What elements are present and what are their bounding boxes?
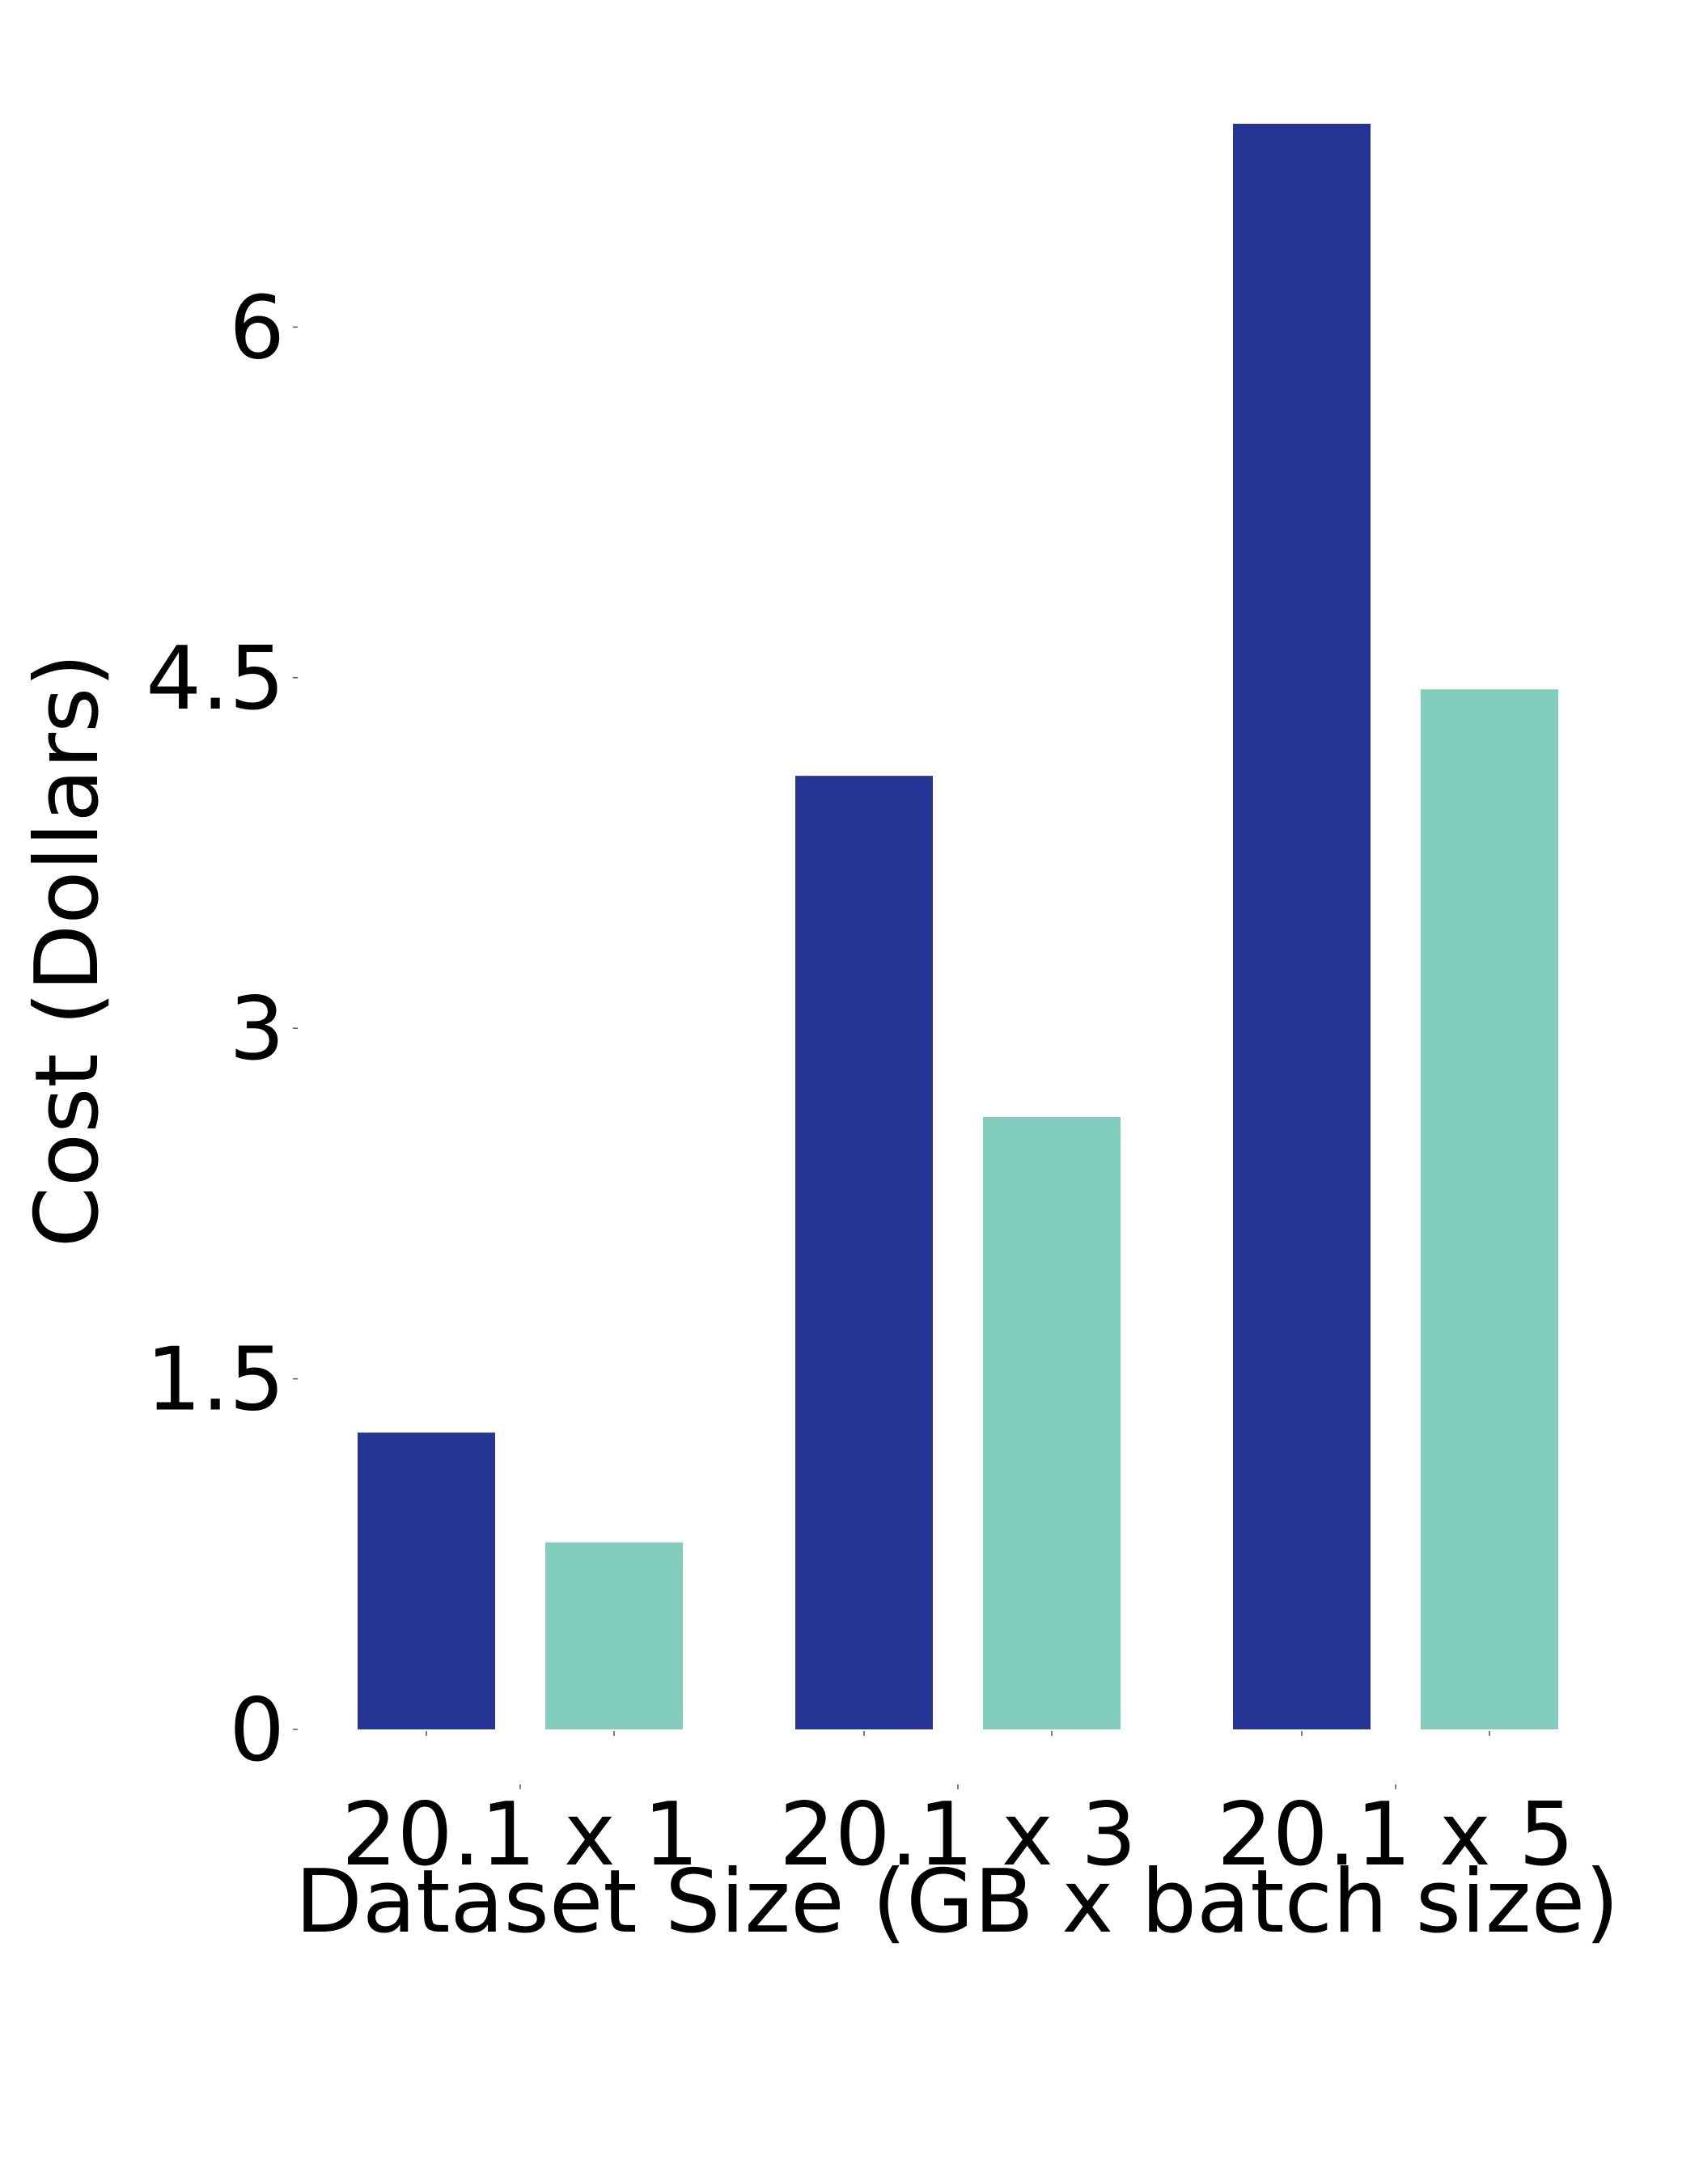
x-tick-label: 20.1 x 5 — [1217, 1784, 1574, 1886]
x-axis-title: Dataset Size (GB x batch size) — [295, 1852, 1620, 1953]
y-axis-title: Cost (Dollars) — [17, 654, 118, 1248]
bars-layer — [358, 124, 1558, 1736]
y-tick-label: 6 — [229, 277, 285, 379]
y-tick-label: 4.5 — [146, 629, 285, 730]
bar-series1-1 — [358, 1433, 495, 1729]
x-tick-label: 20.1 x 1 — [341, 1784, 699, 1886]
x-tick-label: 20.1 x 3 — [779, 1784, 1137, 1886]
y-tick-label: 3 — [229, 979, 285, 1080]
y-axis: 0 1.5 3 4.5 6 — [146, 277, 298, 1781]
y-tick-label: 1.5 — [146, 1330, 285, 1431]
y-tick-label: 0 — [229, 1680, 285, 1781]
x-axis: 20.1 x 1 20.1 x 3 20.1 x 5 — [341, 1784, 1574, 1886]
bar-series2-2 — [983, 1116, 1121, 1729]
bar-series1-3 — [1233, 124, 1371, 1729]
bar-series2-1 — [545, 1542, 683, 1729]
bar-series2-3 — [1421, 689, 1558, 1729]
bar-series1-2 — [795, 776, 933, 1729]
